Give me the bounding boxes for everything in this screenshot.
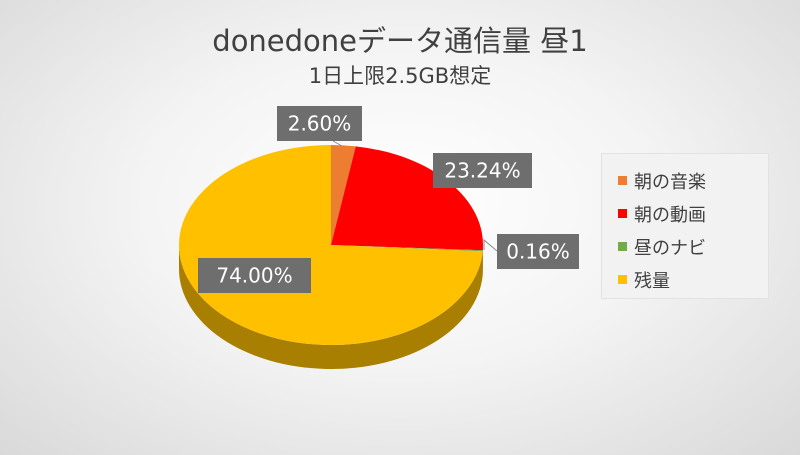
data-label-box-remaining [198, 258, 311, 293]
legend-label-morning-music: 朝の音楽 [634, 171, 706, 193]
legend-swatch-remaining [618, 275, 627, 284]
pie-side-remaining [179, 245, 483, 370]
chart-legend: 朝の音楽 朝の動画 昼のナビ 残量 [601, 153, 769, 299]
legend-swatch-morning-video [618, 209, 627, 218]
leader-line-morning-music [332, 140, 343, 147]
pie-slice-morning-video [331, 146, 483, 251]
pie-slice-noon-navi [331, 245, 483, 252]
data-label-morning-music: 2.60% [288, 112, 352, 136]
legend-item-morning-video: 朝の動画 [618, 197, 768, 230]
data-label-box-noon-navi [497, 234, 579, 269]
legend-swatch-morning-music [618, 176, 627, 185]
pie-slice-remaining [179, 145, 483, 346]
legend-item-noon-navi: 昼のナビ [618, 230, 768, 263]
pie-slice-morning-music [331, 145, 356, 245]
chart-title: donedoneデータ通信量 昼1 [212, 24, 588, 58]
legend-item-morning-music: 朝の音楽 [618, 164, 768, 197]
leader-line-noon-navi [483, 238, 498, 252]
data-label-noon-navi: 0.16% [506, 240, 570, 264]
data-label-morning-video: 23.24% [444, 159, 520, 183]
legend-label-noon-navi: 昼のナビ [634, 237, 706, 259]
legend-item-remaining: 残量 [618, 263, 768, 296]
chart-subtitle: 1日上限2.5GB想定 [308, 64, 492, 88]
legend-label-remaining: 残量 [634, 270, 670, 292]
data-label-box-morning-music [277, 106, 362, 141]
legend-label-morning-video: 朝の動画 [634, 204, 706, 226]
data-label-box-morning-video [433, 153, 532, 188]
legend-swatch-noon-navi [618, 242, 627, 251]
data-label-remaining: 74.00% [216, 264, 292, 288]
